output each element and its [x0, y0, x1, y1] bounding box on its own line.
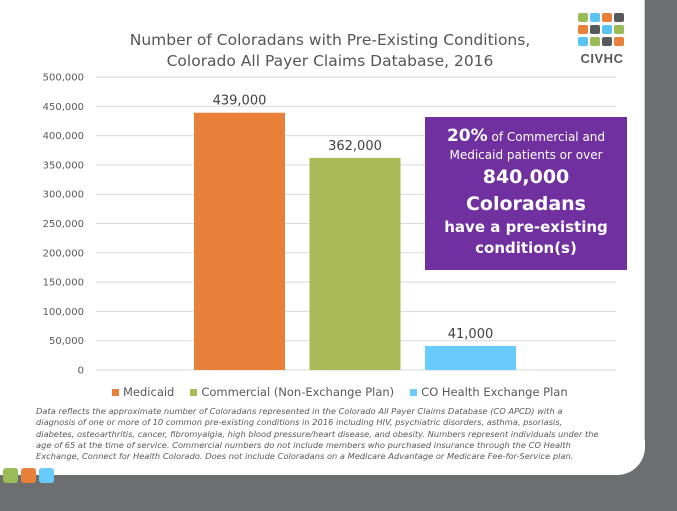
bar-commercial-non-exchange-plan — [309, 157, 401, 370]
footnote: Data reflects the approximate number of … — [36, 406, 599, 462]
logo-tile — [614, 13, 624, 22]
logo-tile — [590, 25, 600, 34]
bar-medicaid — [194, 112, 285, 370]
y-tick-label: 300,000 — [43, 190, 84, 201]
callout-line-2: Medicaid patients or over — [449, 148, 603, 162]
y-tick-label: 0 — [78, 366, 84, 377]
civhc-logo-text: CIVHC — [580, 51, 624, 66]
callout-line-1: of Commercial and — [487, 130, 606, 144]
legend-label-medicaid: Medicaid — [123, 385, 175, 399]
data-label: 41,000 — [448, 327, 494, 342]
callout-box: 20% of Commercial and Medicaid patients … — [425, 117, 627, 270]
chart-legend: Medicaid Commercial (Non-Exchange Plan) … — [112, 385, 568, 399]
logo-tile — [590, 37, 600, 46]
y-tick-label: 400,000 — [43, 131, 84, 142]
legend-label-commercial: Commercial (Non-Exchange Plan) — [201, 385, 395, 399]
logo-tile — [578, 37, 588, 46]
callout-line-6: condition(s) — [475, 239, 577, 257]
callout-number: 840,000 — [482, 166, 570, 188]
y-tick-label: 350,000 — [43, 160, 84, 171]
corner-square-blue — [39, 468, 54, 483]
bar-co-health-exchange-plan — [425, 345, 516, 370]
callout-line-5: have a pre-existing — [444, 218, 608, 236]
legend-item-medicaid: Medicaid — [112, 385, 174, 399]
y-axis-ticks: 0 50,000 100,000 150,000 200,000 250,000 300,0… — [43, 73, 84, 377]
legend-label-exchange: CO Health Exchange Plan — [421, 385, 568, 399]
chart-title-line-2: Colorado All Payer Claims Database, 2016 — [166, 52, 494, 70]
data-labels: 439,000 362,000 41,000 — [213, 94, 494, 342]
logo-tile — [602, 37, 612, 46]
corner-square-green — [3, 468, 18, 483]
data-label: 439,000 — [213, 94, 267, 109]
legend-swatch-medicaid — [112, 388, 119, 396]
corner-squares — [3, 468, 54, 483]
logo-tile — [614, 25, 624, 34]
logo-tile — [614, 37, 624, 46]
civhc-logo-icon — [578, 13, 626, 63]
chart-title-line-1: Number of Coloradans with Pre-Existing C… — [129, 31, 531, 49]
y-tick-label: 200,000 — [43, 248, 84, 259]
y-tick-label: 100,000 — [43, 307, 84, 318]
chart-title: Number of Coloradans with Pre-Existing C… — [80, 30, 580, 72]
bar-chart: 0 50,000 100,000 150,000 200,000 250,000 300,0… — [43, 73, 616, 377]
legend-item-exchange: CO Health Exchange Plan — [410, 385, 568, 399]
legend-swatch-exchange — [410, 388, 418, 396]
logo-tile — [578, 13, 588, 22]
legend-swatch-commercial — [190, 388, 198, 396]
logo-tile — [602, 25, 612, 34]
panel-edge-line — [644, 0, 645, 440]
y-tick-label: 500,000 — [43, 73, 84, 84]
bars — [194, 112, 516, 370]
callout-percent: 20% — [446, 126, 488, 146]
y-tick-label: 50,000 — [49, 336, 84, 347]
corner-square-orange — [21, 468, 36, 483]
y-tick-label: 150,000 — [43, 278, 84, 289]
y-tick-label: 250,000 — [43, 219, 84, 230]
logo-tile — [602, 13, 612, 22]
logo-tile — [578, 25, 588, 34]
y-tick-label: 450,000 — [43, 102, 84, 113]
callout-coloradans: Coloradans — [465, 193, 586, 215]
data-label: 362,000 — [328, 139, 382, 154]
legend-item-commercial: Commercial (Non-Exchange Plan) — [190, 385, 394, 399]
logo-tile — [590, 13, 600, 22]
